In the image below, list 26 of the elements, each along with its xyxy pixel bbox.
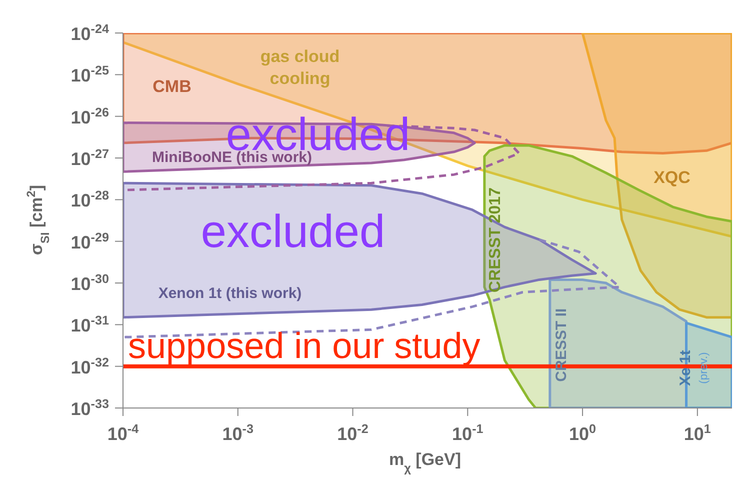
series-label: CMB	[152, 77, 192, 96]
y-tick-label: 10$^{-31}$	[70, 314, 109, 336]
x-tick-label: 10$^{0}$	[569, 422, 596, 444]
series-label: CRESST 2017	[487, 187, 504, 292]
y-tick-label: 10$^{-28}$	[70, 188, 109, 211]
series-label: XQC	[654, 168, 690, 187]
y-tick-label: 10$^{-27}$	[70, 147, 109, 169]
y-tick-label: 10$^{-29}$	[70, 230, 109, 252]
y-tick-label: 10$^{-33}$	[70, 397, 109, 419]
ref-line-label: supposed in our study	[128, 325, 480, 366]
series-label: gas cloud cooling	[260, 47, 340, 88]
series-label: CRESST II	[553, 308, 570, 382]
x-tick-label: 10$^{-2}$	[337, 422, 368, 444]
x-tick-label: 10$^{-4}$	[107, 422, 139, 444]
y-tick-label: 10$^{-32}$	[70, 355, 109, 378]
y-tick-label: 10$^{-26}$	[70, 105, 109, 128]
y-tick-label: 10$^{-30}$	[70, 272, 109, 294]
x-tick-label: 10$^{-3}$	[222, 422, 254, 444]
x-tick-label: 10$^{1}$	[684, 422, 711, 444]
text: Xe 1t (prev.)	[677, 350, 710, 386]
series-label: Xenon 1t (this work)	[158, 285, 302, 302]
y-tick-label: 10$^{-24}$	[70, 22, 109, 44]
x-axis-title: m$_{χ}$ [GeV]	[388, 450, 462, 475]
y-tick-label: 10$^{-25}$	[70, 64, 109, 86]
annotation: excluded	[200, 205, 386, 257]
x-tick-label: 10$^{-1}$	[452, 422, 484, 444]
